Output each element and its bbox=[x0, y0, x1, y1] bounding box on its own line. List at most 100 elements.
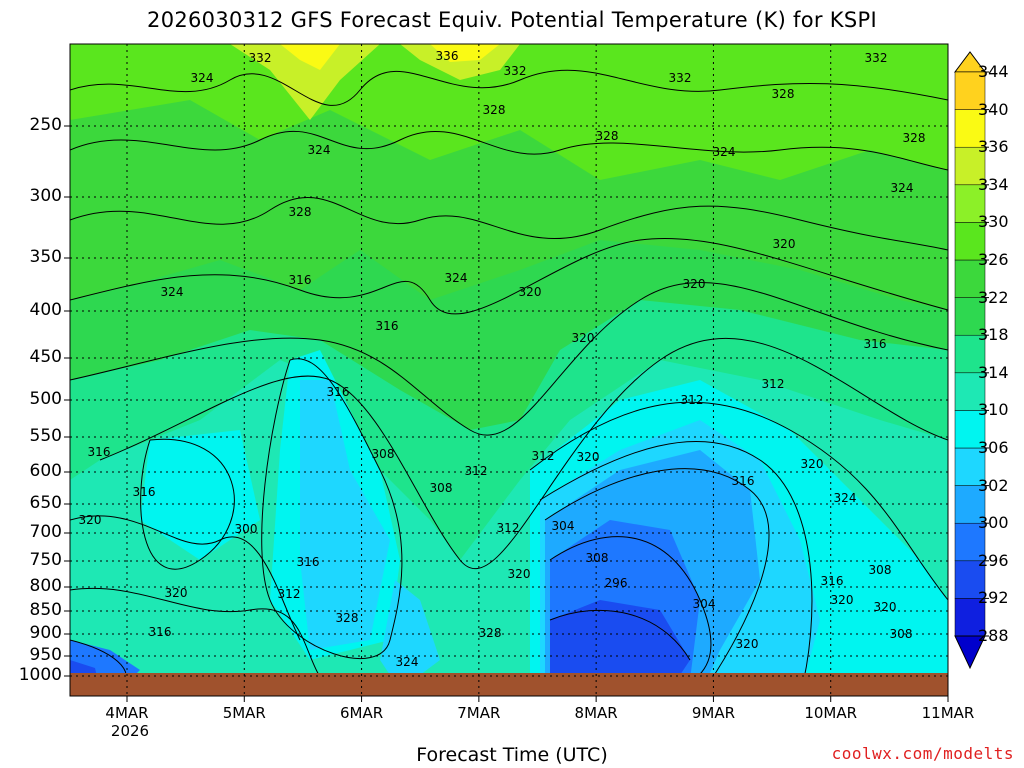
colorbar-tick-label: 318 bbox=[978, 325, 1009, 345]
y-tick-label: 1000 bbox=[18, 665, 62, 685]
contour-label: 324 bbox=[445, 271, 468, 285]
colorbar-tick-label: 336 bbox=[978, 137, 1009, 157]
contour-label: 300 bbox=[235, 522, 258, 536]
colorbar-segment bbox=[954, 334, 986, 374]
contour-label: 324 bbox=[191, 71, 214, 85]
contour-label: 308 bbox=[586, 551, 609, 565]
contour-label: 312 bbox=[681, 393, 704, 407]
contour-label: 308 bbox=[372, 447, 395, 461]
y-tick-label: 700 bbox=[29, 522, 62, 542]
contour-label: 320 bbox=[519, 285, 542, 299]
y-tick-label: 350 bbox=[29, 247, 62, 267]
colorbar-tick-label: 310 bbox=[978, 400, 1009, 420]
y-tick-label: 500 bbox=[29, 389, 62, 409]
colorbar-segment bbox=[954, 146, 986, 186]
contour-label: 320 bbox=[508, 567, 531, 581]
x-tick-label: 4MAR bbox=[105, 704, 149, 722]
contour-label: 336 bbox=[436, 49, 459, 63]
contour-label: 308 bbox=[890, 627, 913, 641]
contour-label: 316 bbox=[133, 485, 156, 499]
contour-label: 304 bbox=[552, 519, 575, 533]
contour-label: 328 bbox=[479, 626, 502, 640]
contour-label: 328 bbox=[289, 205, 312, 219]
contour-label: 320 bbox=[683, 277, 706, 291]
colorbar-segment bbox=[954, 410, 986, 449]
contour-label: 328 bbox=[772, 87, 795, 101]
colorbar-tick-label: 292 bbox=[978, 588, 1009, 608]
credit-link[interactable]: coolwx.com/modelts bbox=[831, 744, 1014, 763]
field-area bbox=[70, 44, 948, 696]
contour-label: 308 bbox=[430, 481, 453, 495]
colorbar-segment bbox=[954, 598, 986, 637]
y-tick-label: 650 bbox=[29, 493, 62, 513]
y-tick-label: 900 bbox=[29, 623, 62, 643]
grid-lines bbox=[70, 44, 949, 696]
contour-label: 296 bbox=[605, 576, 628, 590]
y-tick-label: 750 bbox=[29, 550, 62, 570]
contour-label: 320 bbox=[831, 593, 854, 607]
ground-surface bbox=[70, 673, 948, 696]
contour-label: 316 bbox=[376, 319, 399, 333]
field-pocket-cyan-3 bbox=[140, 430, 260, 560]
contour-label: 320 bbox=[165, 586, 188, 600]
x-tick-label: 6MAR bbox=[339, 704, 384, 722]
colorbar-segment bbox=[954, 109, 986, 148]
contour-label: 316 bbox=[821, 574, 844, 588]
contour-label: 332 bbox=[249, 51, 272, 65]
colorbar-tick-label: 300 bbox=[978, 513, 1009, 533]
x-tick-label: 9MAR bbox=[691, 704, 735, 722]
field-band-yellow-2 bbox=[280, 44, 340, 70]
contour-label: 320 bbox=[801, 457, 824, 471]
contour-label: 320 bbox=[577, 450, 600, 464]
contour-label: 328 bbox=[483, 103, 506, 117]
contour-label: 324 bbox=[713, 145, 736, 159]
colorbar-segment bbox=[954, 184, 986, 223]
year-label: 2026 bbox=[110, 722, 150, 740]
contour-label: 328 bbox=[903, 131, 926, 145]
y-tick-label: 400 bbox=[29, 300, 62, 320]
colorbar-segment bbox=[954, 447, 986, 486]
contour-label: 308 bbox=[869, 563, 892, 577]
contour-label: 320 bbox=[773, 237, 796, 251]
colorbar-tick-label: 322 bbox=[978, 287, 1009, 307]
contour-label: 324 bbox=[308, 143, 331, 157]
colorbar-tick-label: 302 bbox=[978, 475, 1009, 495]
colorbar-tick-label: 344 bbox=[978, 62, 1009, 81]
contour-label: 320 bbox=[79, 513, 102, 527]
contour-label: 324 bbox=[161, 285, 184, 299]
chart-title: 2026030312 GFS Forecast Equiv. Potential… bbox=[147, 8, 877, 32]
x-tick-label: 11MAR bbox=[921, 704, 975, 722]
y-tick-label: 800 bbox=[29, 576, 62, 596]
x-tick-label: 5MAR bbox=[222, 704, 266, 722]
contour-label: 328 bbox=[336, 611, 359, 625]
colorbar-tick-label: 314 bbox=[978, 362, 1009, 382]
contour-label: 324 bbox=[891, 181, 914, 195]
contour-label: 316 bbox=[149, 625, 172, 639]
contour-label: 312 bbox=[278, 587, 301, 601]
y-tick-label: 300 bbox=[29, 186, 62, 206]
contour-label: 312 bbox=[465, 464, 488, 478]
contour-label: 324 bbox=[834, 491, 857, 505]
colorbar-tick-label: 288 bbox=[978, 626, 1009, 645]
colorbar-tick-label: 334 bbox=[978, 174, 1009, 194]
contour-label: 316 bbox=[289, 273, 312, 287]
colorbar-segment bbox=[954, 259, 986, 298]
field-pocket-cyan-4 bbox=[380, 580, 440, 690]
field-band-yellow-3 bbox=[400, 44, 520, 80]
colorbar-tick-label: 326 bbox=[978, 250, 1009, 269]
contour-label: 312 bbox=[497, 521, 520, 535]
contour-label: 328 bbox=[596, 129, 619, 143]
field-band-yellow-4 bbox=[430, 44, 500, 62]
x-axis-title: Forecast Time (UTC) bbox=[416, 744, 608, 766]
x-tick-label: 8MAR bbox=[574, 704, 618, 722]
colorbar-segment bbox=[954, 222, 986, 261]
y-tick-label: 550 bbox=[29, 426, 62, 446]
x-tick-marks bbox=[126, 696, 949, 702]
contour-label: 316 bbox=[297, 555, 320, 569]
contour-label: 312 bbox=[532, 449, 555, 463]
contour-label: 324 bbox=[396, 655, 419, 669]
contour-label: 304 bbox=[693, 597, 716, 611]
contour-label: 332 bbox=[865, 51, 888, 65]
field-region-296 bbox=[550, 600, 690, 690]
